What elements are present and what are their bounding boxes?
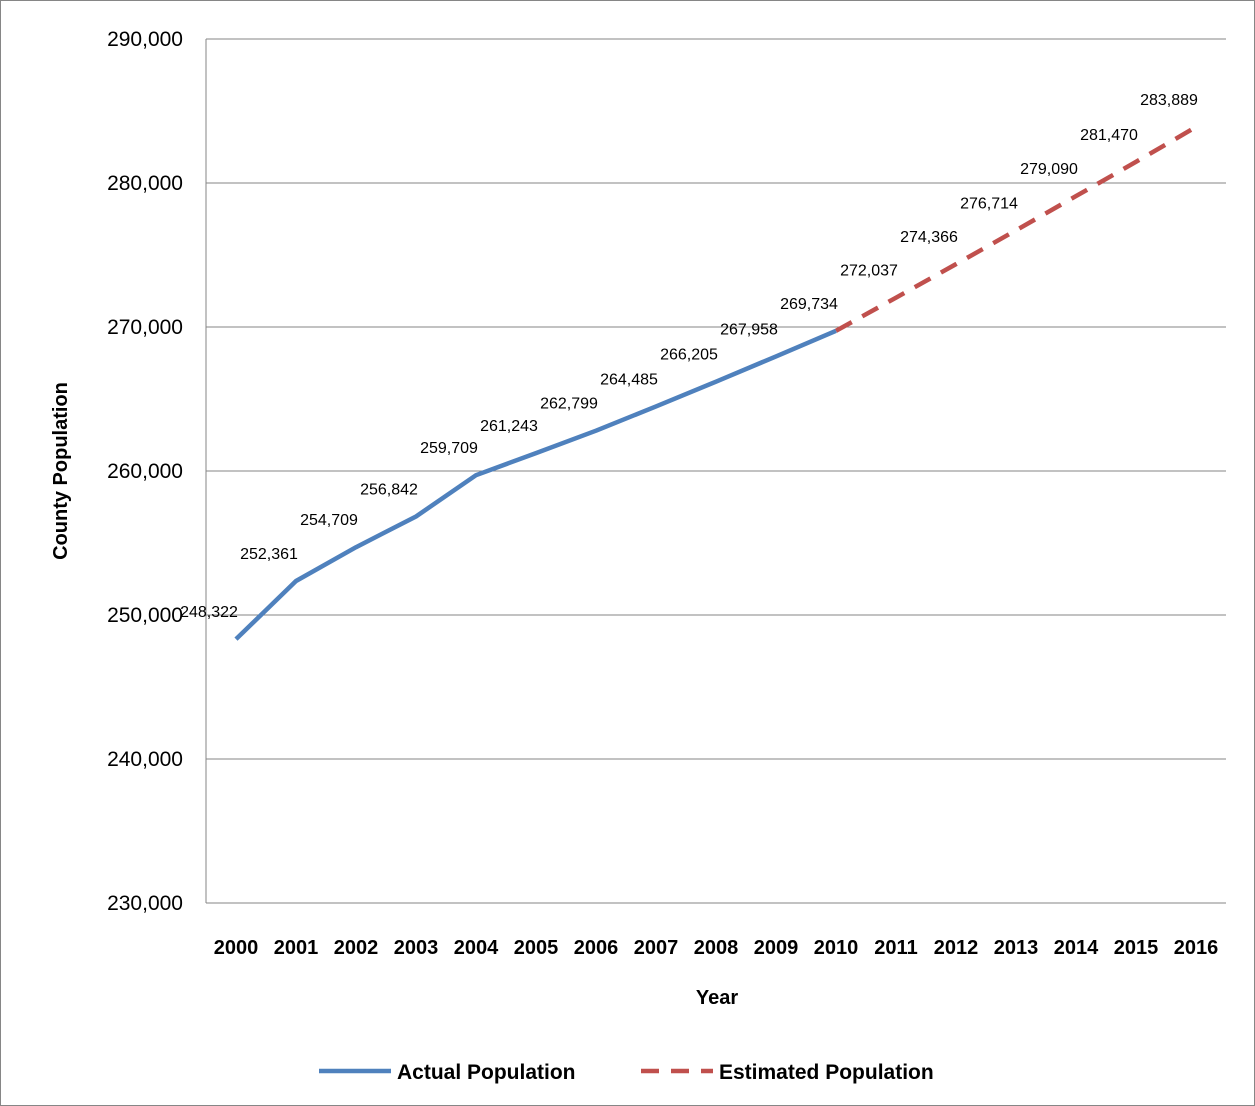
y-tick-label: 240,000: [107, 748, 183, 771]
x-axis-title: Year: [696, 987, 738, 1009]
x-axis-tick-labels: 2000 2001 2002 2003 2004 2005 2006 2007 2008 2009…: [214, 937, 1219, 959]
gridlines: [205, 38, 1226, 904]
data-label: 261,243: [480, 418, 538, 435]
data-label: 274,366: [900, 229, 958, 246]
data-label: 283,889: [1140, 92, 1198, 109]
data-label: 262,799: [540, 396, 598, 413]
series-line-estimated-population: [834, 125, 1198, 333]
y-tick-label: 250,000: [107, 604, 183, 627]
x-tick-label: 2012: [934, 937, 979, 959]
data-label: 248,322: [180, 604, 238, 621]
legend: Actual Population Estimated Population: [319, 1061, 934, 1084]
data-label: 256,842: [360, 481, 418, 498]
x-tick-label: 2013: [994, 937, 1039, 959]
x-tick-label: 2008: [694, 937, 739, 959]
x-tick-label: 2007: [634, 937, 679, 959]
x-tick-label: 2006: [574, 937, 619, 959]
data-label: 279,090: [1020, 161, 1078, 178]
x-tick-label: 2009: [754, 937, 799, 959]
legend-label: Actual Population: [397, 1061, 576, 1084]
data-label: 269,734: [780, 296, 838, 313]
x-tick-label: 2000: [214, 937, 259, 959]
data-label: 281,470: [1080, 127, 1138, 144]
x-tick-label: 2016: [1174, 937, 1219, 959]
y-tick-label: 260,000: [107, 460, 183, 483]
x-tick-label: 2011: [874, 937, 917, 959]
y-tick-label: 290,000: [107, 28, 183, 51]
x-tick-label: 2003: [394, 937, 439, 959]
series-line-actual-population: [234, 328, 837, 641]
data-label: 252,361: [240, 546, 298, 563]
data-label: 276,714: [960, 195, 1018, 212]
legend-label: Estimated Population: [719, 1061, 934, 1084]
data-label: 272,037: [840, 263, 898, 280]
data-label: 264,485: [600, 371, 658, 388]
data-label: 259,709: [420, 440, 478, 457]
x-tick-label: 2001: [274, 937, 319, 959]
y-tick-label: 280,000: [107, 172, 183, 195]
y-tick-label: 230,000: [107, 892, 183, 915]
data-label: 266,205: [660, 347, 718, 364]
x-tick-label: 2004: [454, 937, 499, 959]
data-label: 254,709: [300, 512, 358, 529]
data-label: 267,958: [720, 321, 778, 338]
y-tick-label: 270,000: [107, 316, 183, 339]
y-axis-title: County Population: [50, 382, 72, 560]
x-tick-label: 2005: [514, 937, 559, 959]
x-tick-label: 2014: [1054, 937, 1099, 959]
x-tick-label: 2015: [1114, 937, 1159, 959]
series-lines: [234, 125, 1198, 641]
x-tick-label: 2010: [814, 937, 859, 959]
y-axis-tick-labels: 230,000 240,000 250,000 260,000 270,000 280,0…: [107, 28, 183, 915]
x-tick-label: 2002: [334, 937, 379, 959]
